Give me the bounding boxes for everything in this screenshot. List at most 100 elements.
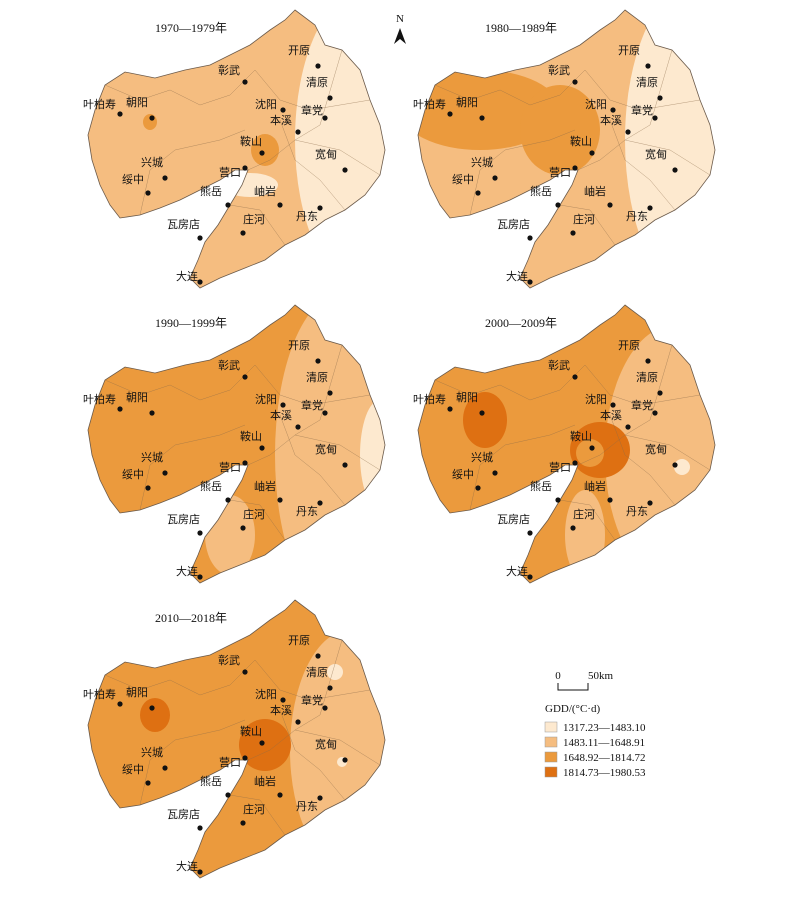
city-dot <box>657 390 663 396</box>
city-label: 开原 <box>288 45 310 57</box>
legend-label: 1483.11—1648.91 <box>563 737 645 749</box>
city-dot <box>527 574 533 580</box>
city-label: 彰武 <box>548 63 570 77</box>
city-dot <box>197 530 203 536</box>
city-label: 庄河 <box>243 212 265 226</box>
city-dot <box>652 410 658 416</box>
boundary <box>294 139 381 176</box>
city-dot <box>295 719 301 725</box>
city-dot <box>259 445 265 451</box>
city-label: 庄河 <box>243 802 265 816</box>
city-dot <box>610 107 616 113</box>
city-dot <box>315 63 321 69</box>
city-dot <box>657 95 663 101</box>
city-dot <box>572 374 578 380</box>
city-dot <box>672 462 678 468</box>
city-dot <box>162 470 168 476</box>
city-label: 岫岩 <box>254 774 276 788</box>
city-dot <box>322 410 328 416</box>
boundary <box>229 499 286 541</box>
city-label: 朝阳 <box>456 391 478 404</box>
zones <box>418 10 715 288</box>
city-dot <box>149 115 155 121</box>
city-dot <box>527 530 533 536</box>
city-dot <box>527 279 533 285</box>
city-dot <box>149 705 155 711</box>
city-label: 岫岩 <box>584 184 606 198</box>
legend-swatch <box>544 721 558 733</box>
city-dot <box>589 150 595 156</box>
city-dot <box>607 202 613 208</box>
city-label: 朝阳 <box>126 96 148 109</box>
city-label: 章党 <box>301 398 323 412</box>
city-label: 营口 <box>219 460 241 474</box>
zone <box>576 439 604 467</box>
city-label: 绥中 <box>122 173 144 186</box>
zone <box>520 85 600 175</box>
city-label: 本溪 <box>270 408 292 422</box>
boundary <box>559 204 616 246</box>
boundary <box>609 119 676 211</box>
city-label: 本溪 <box>270 703 292 717</box>
city-label: 兴城 <box>141 451 163 464</box>
city-label: 丹东 <box>626 505 648 518</box>
panel-title: 1990—1999年 <box>155 316 227 330</box>
city-label: 鞍山 <box>240 134 262 148</box>
city-label: 绥中 <box>122 763 144 776</box>
city-label: 本溪 <box>270 113 292 127</box>
legend-label: 1317.23—1483.10 <box>563 722 646 734</box>
city-dot <box>607 497 613 503</box>
city-label: 兴城 <box>471 451 493 464</box>
city-dot <box>242 79 248 85</box>
city-label: 丹东 <box>296 505 318 518</box>
city-dot <box>280 107 286 113</box>
city-dot <box>527 235 533 241</box>
city-dot <box>117 701 123 707</box>
city-dot <box>317 500 323 506</box>
city-dot <box>645 358 651 364</box>
panel-title: 2000—2009年 <box>485 316 557 330</box>
city-label: 大连 <box>176 564 198 578</box>
city-label: 朝阳 <box>456 96 478 109</box>
city-label: 丹东 <box>296 210 318 223</box>
zone <box>140 698 170 732</box>
city-dot <box>555 497 561 503</box>
city-dot <box>492 175 498 181</box>
city-dot <box>240 820 246 826</box>
boundary <box>254 69 371 111</box>
city-label: 熊岳 <box>200 479 222 493</box>
boundary <box>624 139 711 176</box>
city-label: 沈阳 <box>255 392 277 406</box>
city-label: 宽甸 <box>315 737 337 751</box>
scale-zero: 0 <box>555 670 561 682</box>
city-label: 彰武 <box>218 653 240 667</box>
boundary <box>139 129 246 216</box>
legend-swatch <box>544 736 558 748</box>
boundary <box>559 499 616 541</box>
city-label: 瓦房店 <box>497 512 530 526</box>
city-label: 绥中 <box>122 468 144 481</box>
city-label: 大连 <box>176 269 198 283</box>
city-dot <box>652 115 658 121</box>
panel-title: 1970—1979年 <box>155 21 227 35</box>
city-label: 兴城 <box>141 746 163 759</box>
city-label: 叶柏寿 <box>83 392 116 406</box>
city-label: 开原 <box>618 45 640 57</box>
city-label: 叶柏寿 <box>413 392 446 406</box>
city-label: 庄河 <box>243 507 265 521</box>
zones <box>418 305 715 583</box>
city-label: 叶柏寿 <box>83 97 116 111</box>
city-label: 宽甸 <box>645 147 667 161</box>
city-dot <box>492 470 498 476</box>
zone <box>360 400 385 510</box>
city-dot <box>447 111 453 117</box>
city-label: 营口 <box>219 165 241 179</box>
city-dot <box>242 460 248 466</box>
city-dot <box>555 202 561 208</box>
boundary <box>609 414 676 506</box>
north-arrow: N <box>394 13 406 44</box>
boundary <box>139 719 246 806</box>
